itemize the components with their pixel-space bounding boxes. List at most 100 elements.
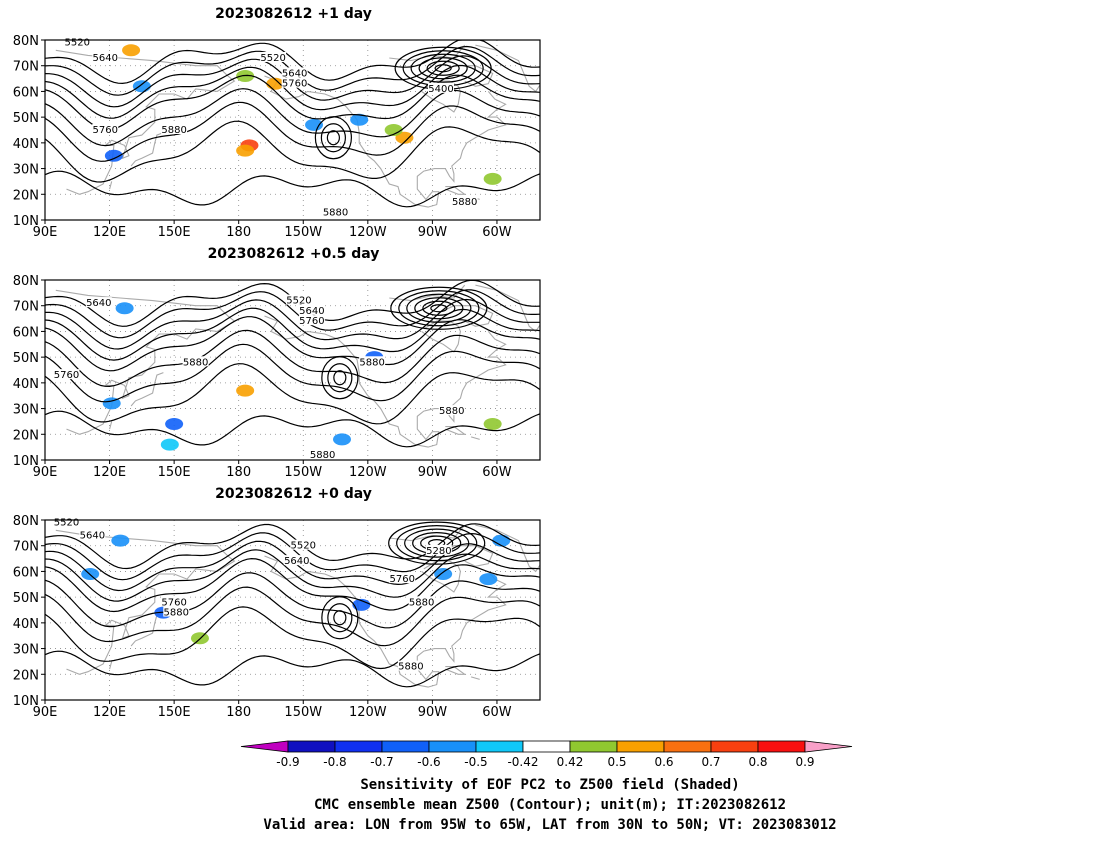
contour-label: 5760: [390, 574, 415, 585]
high-contour: [321, 596, 359, 640]
contour-label: 5760: [54, 370, 79, 381]
sensitivity-patch: [102, 397, 121, 410]
z500-contour: [45, 74, 540, 131]
coastline: [421, 80, 461, 113]
contour-label-bg: [389, 573, 416, 584]
low-contour: [434, 64, 452, 73]
contour-label: 5400: [428, 84, 453, 95]
contour-label: 5640: [80, 530, 105, 541]
z500-contour: [45, 606, 540, 670]
colorbar-label: -0.6: [417, 755, 440, 769]
contour-label-bg: [298, 304, 325, 315]
lon-tick-label: 60W: [482, 465, 512, 480]
lat-tick-label: 20N: [13, 188, 39, 203]
sensitivity-patch: [333, 433, 351, 446]
colorbar-label: -0.42: [507, 755, 538, 769]
lat-tick-label: 70N: [13, 300, 39, 315]
sensitivity-patch: [122, 44, 141, 57]
lon-tick-label: 120E: [93, 465, 126, 480]
z500-contour: [45, 329, 540, 388]
low-contour: [414, 297, 464, 320]
colorbar-label: 0.5: [607, 755, 626, 769]
contour-label-bg: [290, 539, 317, 550]
lat-tick-label: 70N: [13, 540, 39, 555]
lon-tick-label: 90E: [33, 225, 58, 240]
lon-tick-label: 90W: [418, 465, 448, 480]
lon-tick-label: 150E: [158, 465, 191, 480]
z500-contour: [45, 557, 540, 613]
lon-tick-label: 90E: [33, 705, 58, 720]
high-contour: [320, 123, 346, 153]
contour-label: 5880: [310, 450, 335, 461]
colorbar-segment: [569, 740, 618, 753]
colorbar-segment: [522, 740, 571, 753]
low-contour: [410, 53, 476, 83]
lat-tick-label: 40N: [13, 137, 39, 152]
contour-label-bg: [309, 448, 336, 459]
lon-tick-label: 60W: [482, 705, 512, 720]
contour-label-bg: [92, 52, 119, 62]
contour-label-bg: [397, 660, 424, 671]
coastline: [109, 661, 113, 670]
high-contour: [326, 130, 340, 146]
sensitivity-patch: [350, 113, 369, 126]
colorbar-segment: [616, 740, 665, 753]
lat-tick-label: 10N: [13, 454, 39, 469]
colorbar-segment: [381, 740, 430, 753]
colorbar-right-arrow: [804, 740, 853, 753]
low-contour: [406, 293, 472, 323]
contour-label: 5520: [286, 296, 311, 307]
contour-label-bg: [64, 36, 91, 47]
contour-label-bg: [281, 77, 308, 88]
lat-tick-label: 80N: [13, 274, 39, 289]
z500-contour: [45, 307, 540, 361]
contour-label-bg: [92, 124, 119, 134]
contour-label-bg: [285, 294, 312, 305]
lat-tick-label: 30N: [13, 643, 39, 658]
contour-label: 5520: [54, 518, 79, 529]
lat-tick-label: 50N: [13, 591, 39, 606]
lat-tick-label: 20N: [13, 668, 39, 683]
lat-tick-label: 60N: [13, 325, 39, 340]
coastline: [470, 436, 480, 440]
lon-tick-label: 120E: [93, 225, 126, 240]
high-contour: [333, 370, 347, 386]
contour-label-bg: [85, 297, 112, 308]
panel-title-1: 2023082612 +1 day: [215, 6, 372, 22]
map-frame: [44, 39, 541, 221]
z500-contour: [45, 523, 540, 570]
coastline: [445, 666, 467, 675]
contour-label: 5880: [452, 197, 477, 208]
sensitivity-patch: [104, 149, 123, 162]
contour-label: 5760: [161, 597, 186, 608]
caption-line-2: CMC ensemble mean Z500 (Contour); unit(m…: [313, 797, 786, 813]
high-contour: [314, 116, 352, 160]
sensitivity-patch: [305, 118, 324, 131]
contour-label: 5640: [282, 68, 307, 79]
map-panel-3: 5520564055205640528057605760588058805880…: [13, 514, 541, 720]
contour-label-bg: [428, 82, 454, 93]
coastline: [445, 426, 467, 435]
coastline: [421, 320, 461, 353]
coastline: [130, 372, 164, 407]
colorbar-label: 0.7: [701, 755, 720, 769]
low-contour: [390, 286, 488, 330]
sensitivity-patch: [395, 131, 414, 144]
contour-label: 5520: [260, 53, 285, 64]
z500-contour: [45, 549, 540, 602]
colorbar-label: -0.8: [323, 755, 346, 769]
low-contour: [398, 290, 480, 327]
lon-tick-label: 120W: [349, 225, 387, 240]
contour-label: 5640: [93, 53, 118, 64]
colorbar-label: -0.7: [370, 755, 393, 769]
coastline: [130, 132, 164, 167]
coastline: [109, 181, 113, 190]
sensitivity-patch: [160, 438, 179, 451]
coastline: [264, 315, 507, 448]
lon-tick-label: 120W: [349, 465, 387, 480]
sensitivity-patch: [384, 124, 403, 136]
lat-tick-label: 80N: [13, 514, 39, 529]
low-contour: [418, 57, 468, 80]
